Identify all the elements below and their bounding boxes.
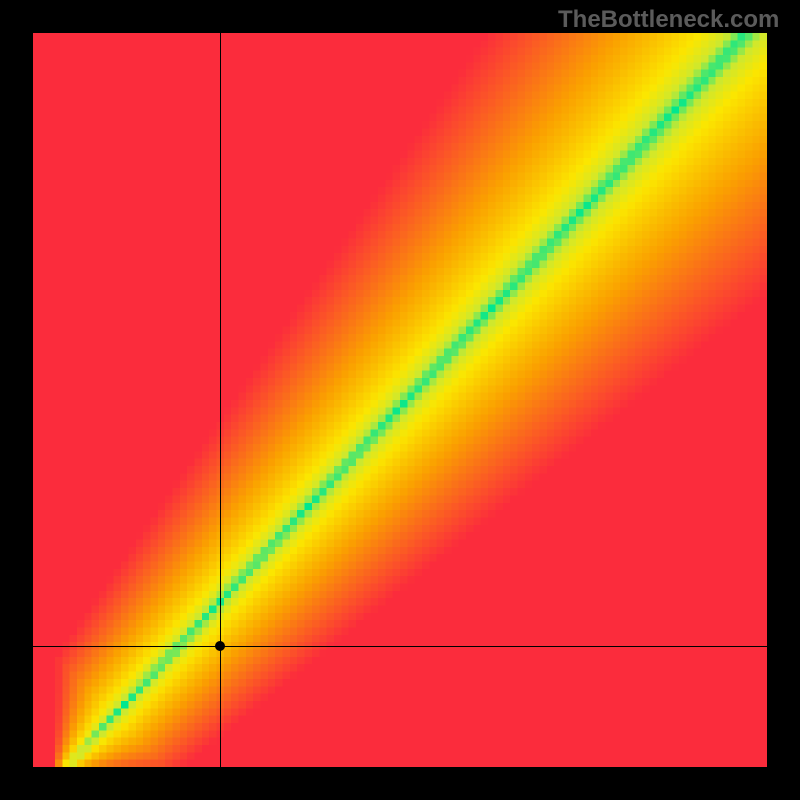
crosshair-horizontal	[33, 646, 767, 647]
bottleneck-heatmap	[33, 33, 767, 767]
crosshair-vertical	[220, 33, 221, 767]
crosshair-marker	[215, 641, 225, 651]
